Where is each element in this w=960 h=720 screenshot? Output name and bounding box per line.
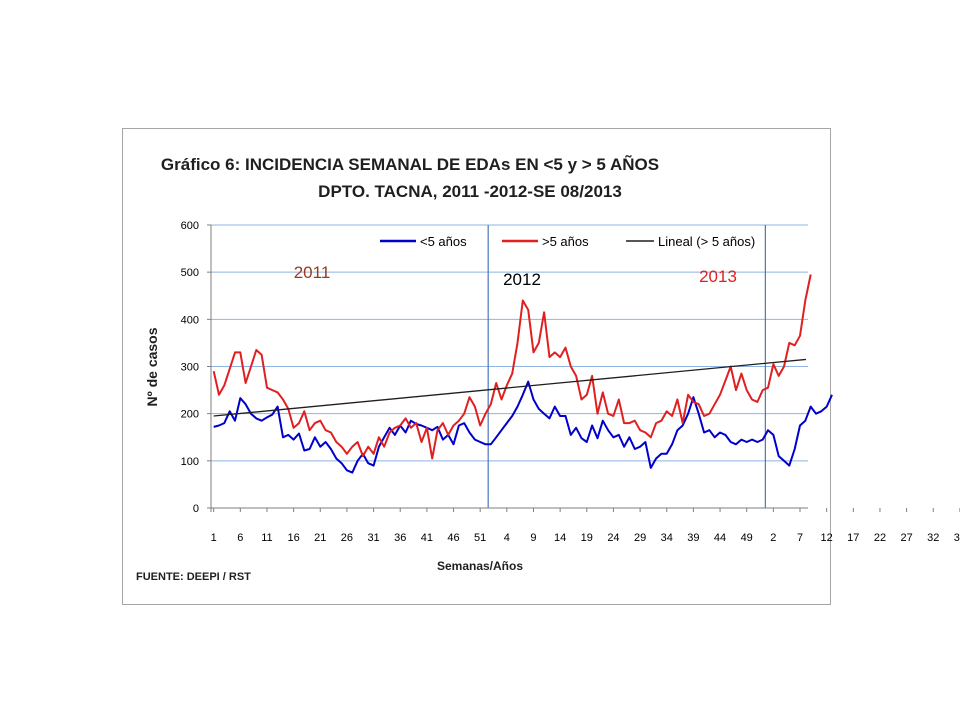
- x-tick-26: 27: [900, 532, 912, 544]
- gridlines: [211, 224, 808, 462]
- year-label-2012: 2012: [503, 270, 541, 289]
- x-tick-18: 39: [687, 532, 699, 544]
- axes: [207, 224, 960, 512]
- x-tick-0: 1: [211, 532, 217, 544]
- x-tick-9: 46: [447, 532, 459, 544]
- x-tick-5: 26: [341, 532, 353, 544]
- x-tick-25: 22: [874, 532, 886, 544]
- x-tick-17: 34: [661, 532, 673, 544]
- x-tick-8: 41: [421, 532, 433, 544]
- source-note: FUENTE: DEEPI / RST: [136, 571, 251, 583]
- legend: <5 años >5 años Lineal (> 5 años): [380, 234, 755, 249]
- series-lines: [212, 274, 833, 474]
- x-tick-11: 4: [504, 532, 510, 544]
- x-tick-21: 2: [770, 532, 776, 544]
- year-label-2013: 2013: [699, 267, 737, 286]
- x-tick-22: 7: [797, 532, 803, 544]
- x-tick-14: 19: [581, 532, 593, 544]
- x-tick-28: 37: [954, 532, 960, 544]
- year-labels: 2011 2012 2013: [294, 263, 737, 289]
- x-tick-1: 6: [237, 532, 243, 544]
- series-line-1: [212, 274, 812, 460]
- y-tick-0: 0: [193, 503, 199, 515]
- y-tick-labels: 0 100 200 300 400 500 600: [181, 220, 199, 515]
- x-tick-19: 44: [714, 532, 726, 544]
- x-tick-2: 11: [261, 532, 272, 544]
- chart-title-line-2: DPTO. TACNA, 2011 -2012-SE 08/2013: [318, 182, 622, 201]
- legend-label-2: Lineal (> 5 años): [658, 234, 755, 249]
- x-tick-20: 49: [741, 532, 753, 544]
- x-tick-6: 31: [367, 532, 379, 544]
- x-tick-16: 29: [634, 532, 646, 544]
- x-tick-labels: 1 6 11 16 21 26 31 36 41 46 51 4 9 14 19 24 29 34 39 44 49 2 7…: [211, 532, 960, 544]
- trend-line: [213, 358, 807, 417]
- x-tick-24: 17: [847, 532, 859, 544]
- year-dividers: [487, 225, 766, 508]
- y-tick-600: 600: [181, 220, 199, 232]
- legend-label-1: >5 años: [542, 234, 589, 249]
- x-tick-15: 24: [607, 532, 619, 544]
- x-axis-label: Semanas/Años: [437, 559, 523, 573]
- x-tick-27: 32: [927, 532, 939, 544]
- chart-title-line-1: Gráfico 6: INCIDENCIA SEMANAL DE EDAs EN…: [161, 154, 659, 174]
- year-label-2011: 2011: [294, 263, 331, 282]
- x-tick-7: 36: [394, 532, 406, 544]
- x-tick-4: 21: [314, 532, 326, 544]
- x-tick-3: 16: [287, 532, 299, 544]
- y-tick-100: 100: [181, 456, 199, 468]
- x-tick-12: 9: [530, 532, 536, 544]
- x-tick-23: 12: [821, 532, 833, 544]
- y-axis-label: Nº de casos: [144, 327, 160, 406]
- x-tick-10: 51: [474, 532, 486, 544]
- y-tick-200: 200: [181, 409, 199, 421]
- y-tick-500: 500: [181, 267, 199, 279]
- series-line-0: [213, 380, 833, 474]
- y-tick-400: 400: [181, 314, 199, 326]
- y-tick-300: 300: [181, 362, 199, 374]
- legend-label-0: <5 años: [420, 234, 467, 249]
- x-tick-13: 14: [554, 532, 566, 544]
